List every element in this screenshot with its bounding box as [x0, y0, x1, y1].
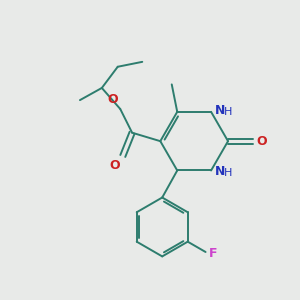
Text: H: H — [224, 107, 233, 117]
Text: N: N — [214, 165, 225, 178]
Text: N: N — [214, 104, 225, 117]
Text: H: H — [224, 168, 233, 178]
Text: O: O — [107, 93, 118, 106]
Text: O: O — [256, 135, 267, 148]
Text: O: O — [110, 160, 121, 172]
Text: F: F — [209, 247, 218, 260]
